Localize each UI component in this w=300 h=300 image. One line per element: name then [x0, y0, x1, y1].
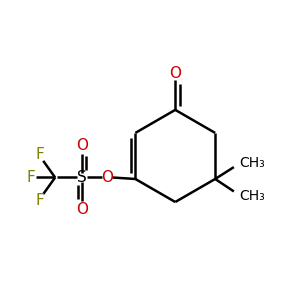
Text: S: S — [77, 170, 87, 185]
Text: O: O — [169, 66, 181, 81]
Text: O: O — [76, 138, 88, 153]
Text: O: O — [76, 202, 88, 217]
Text: CH₃: CH₃ — [239, 156, 265, 170]
Text: F: F — [27, 170, 36, 185]
Text: F: F — [36, 147, 45, 162]
Text: F: F — [36, 193, 45, 208]
Text: CH₃: CH₃ — [239, 189, 265, 202]
Text: O: O — [101, 170, 113, 185]
